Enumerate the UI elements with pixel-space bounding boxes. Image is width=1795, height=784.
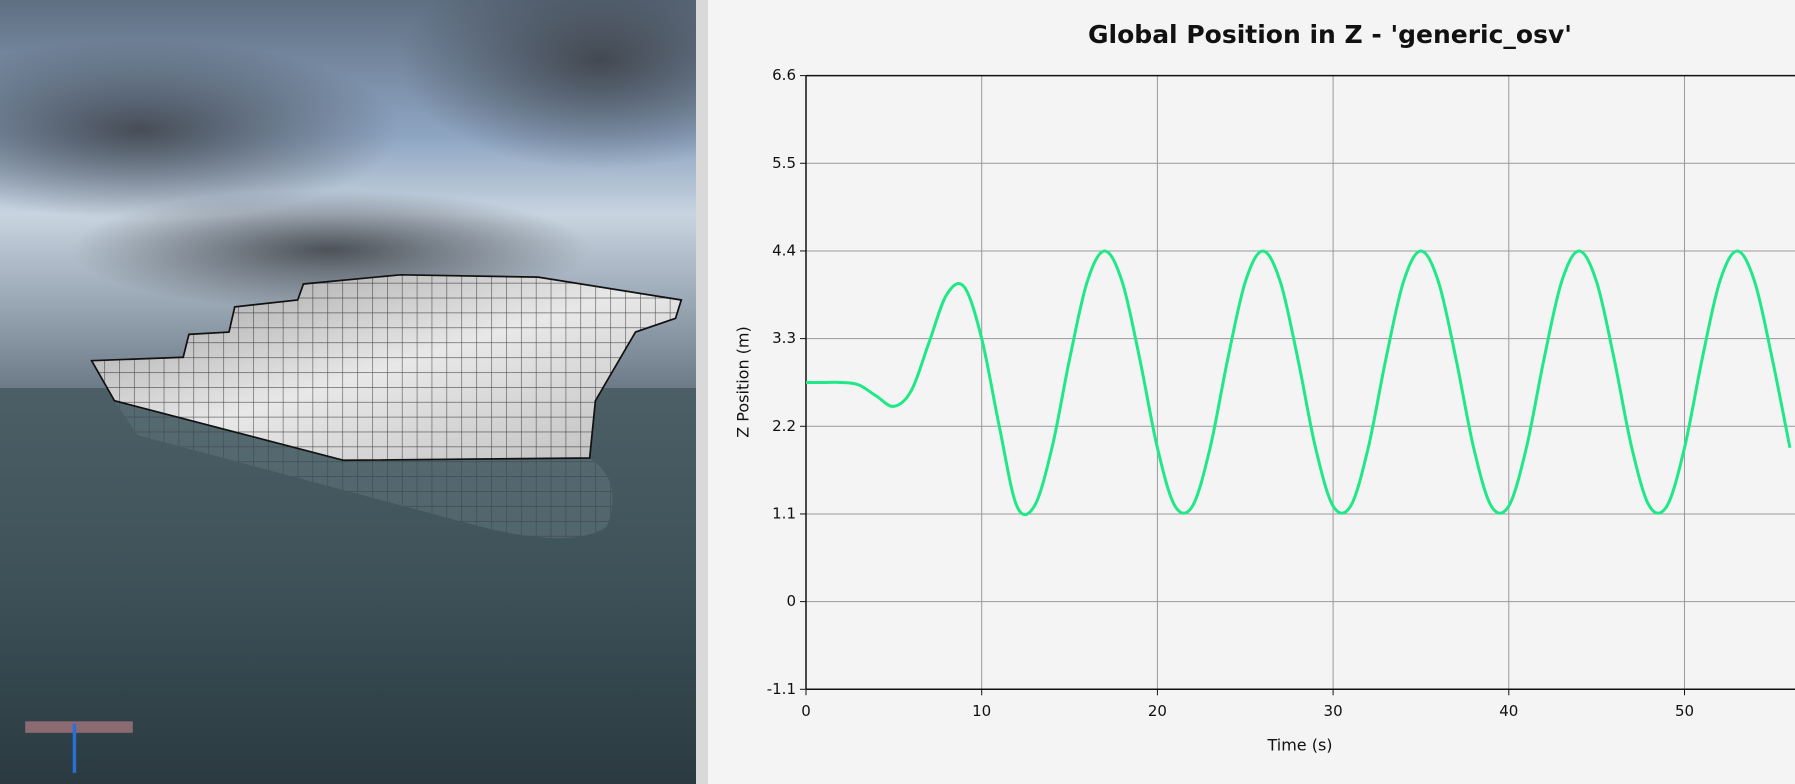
y-tick-label: 6.6 <box>772 66 796 84</box>
x-tick-label: 50 <box>1675 702 1694 720</box>
x-tick-label: 0 <box>801 702 811 720</box>
data-line <box>806 249 1792 517</box>
x-tick-label: 30 <box>1324 702 1343 720</box>
y-axis-label: Z Position (m) <box>734 326 753 438</box>
y-tick-label: 4.4 <box>772 241 796 259</box>
x-tick-label: 20 <box>1148 702 1167 720</box>
ship-reflection-mesh <box>114 400 613 539</box>
axis-widget <box>25 721 133 733</box>
y-tick-label: -1.1 <box>767 680 796 698</box>
x-tick-label: 40 <box>1499 702 1518 720</box>
chart-title: Global Position in Z - 'generic_osv' <box>1088 20 1572 49</box>
y-tick-label: 2.2 <box>772 417 796 435</box>
splitter[interactable] <box>696 0 708 784</box>
cloud <box>400 0 696 170</box>
y-tick-label: 3.3 <box>772 329 796 347</box>
y-tick-label: 5.5 <box>772 154 796 172</box>
ship-mesh <box>91 274 682 461</box>
x-axis-label: Time (s) <box>1266 736 1332 755</box>
3d-viewport <box>0 0 696 784</box>
y-tick-label: 1.1 <box>772 504 796 522</box>
cloud <box>0 40 400 220</box>
y-tick-label: 0 <box>786 592 796 610</box>
ship <box>25 273 683 773</box>
x-tick-label: 10 <box>972 702 991 720</box>
